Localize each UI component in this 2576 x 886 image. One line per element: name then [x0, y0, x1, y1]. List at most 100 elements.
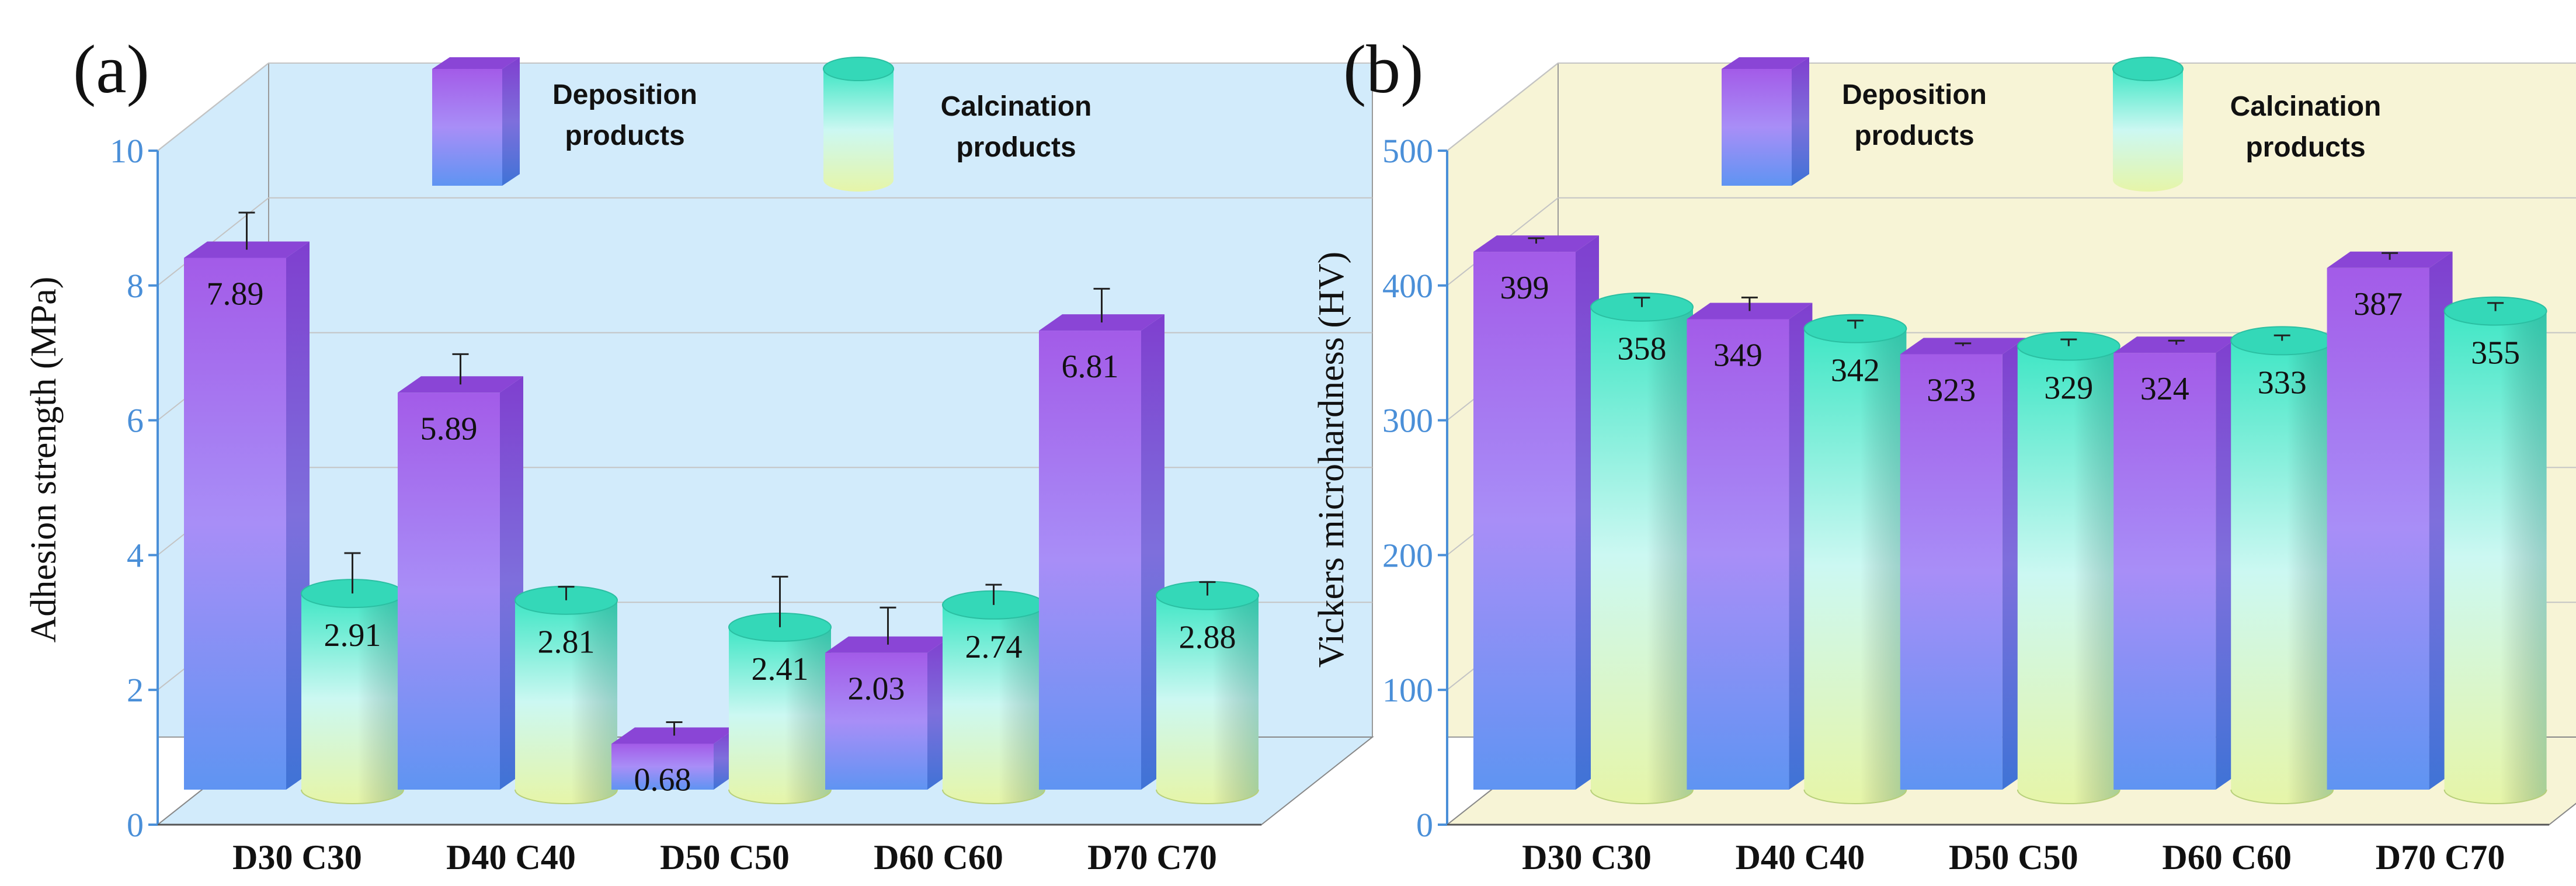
legend-deposition-swatch-top — [432, 57, 520, 69]
calcination-value-label: 333 — [2258, 364, 2307, 401]
calcination-cylinder-shade — [2017, 346, 2120, 804]
calcination-cylinder-shade — [301, 593, 404, 804]
legend-deposition-label: products — [565, 120, 684, 151]
panel-b-y-tick-label: 400 — [1382, 267, 1433, 305]
panel-b: 0 100 200 300 400 500 399 358 349 342 323 329 324 33… — [1312, 31, 2576, 877]
deposition-value-label: 5.89 — [420, 411, 478, 447]
panel-a-y-tick-label: 10 — [110, 132, 144, 170]
calcination-cylinder-shade — [729, 627, 831, 804]
deposition-value-label: 387 — [2353, 286, 2403, 322]
calcination-value-label: 329 — [2044, 370, 2093, 406]
calcination-value-label: 2.91 — [324, 617, 381, 654]
deposition-value-label: 324 — [2140, 371, 2189, 407]
deposition-bar-front — [1473, 252, 1576, 790]
deposition-value-label: 323 — [1927, 373, 1976, 409]
calcination-cylinder-base — [1803, 789, 1907, 804]
panel-a-legend: Deposition products Calcination products — [432, 57, 1091, 192]
deposition-bar-front — [825, 652, 927, 790]
calcination-cylinder-base — [942, 789, 1045, 804]
calcination-cylinder-shade — [1156, 595, 1259, 804]
calcination-cylinder-base — [1590, 789, 1694, 804]
calcination-value-label: 2.88 — [1179, 620, 1236, 656]
legend-deposition-swatch-side — [1792, 57, 1809, 186]
panel-b-y-tick-label: 200 — [1382, 536, 1433, 574]
panel-a-y-axis: 0 2 4 6 8 10 — [110, 132, 1261, 844]
x-category-label: D50 C50 — [1949, 838, 2078, 877]
calcination-cylinder-shade — [515, 600, 617, 804]
panel-a-gridline — [157, 62, 1372, 151]
legend-calcination-swatch-top — [2112, 57, 2184, 81]
calcination-value-label: 358 — [1618, 331, 1667, 367]
legend-deposition-swatch — [1722, 69, 1792, 186]
legend-deposition-swatch-side — [502, 57, 520, 186]
panel-a-y-tick-label: 4 — [127, 536, 144, 574]
deposition-bar-front — [2113, 353, 2216, 790]
calcination-cylinder-base — [1156, 789, 1259, 804]
panel-a-y-tick-label: 6 — [127, 402, 144, 440]
calcination-cylinder-shade — [1591, 307, 1693, 804]
calcination-cylinder-base — [728, 789, 832, 804]
x-category-label: D70 C70 — [1087, 838, 1217, 877]
panel-a-y-tick-label: 2 — [127, 671, 144, 709]
deposition-bar-front — [1900, 354, 2003, 790]
legend-calcination-label: Calcination — [941, 91, 1092, 122]
legend-calcination-swatch-top — [823, 57, 894, 81]
panel-b-gridline — [1447, 62, 2576, 151]
panel-b-y-tick-label: 0 — [1416, 806, 1433, 844]
legend-calcination-swatch — [2113, 69, 2183, 192]
calcination-cylinder-base — [301, 789, 404, 804]
legend-calcination-label: products — [2245, 132, 2365, 163]
deposition-bar-front — [1687, 319, 1789, 790]
calcination-cylinder-shade — [2444, 311, 2547, 804]
x-category-label: D50 C50 — [660, 838, 790, 877]
panel-b-label: (b) — [1343, 31, 1424, 107]
panel-a-bars: 7.89 2.91 5.89 2.81 0.68 2.41 2.03 2.74 6.81 2.88 — [184, 211, 1259, 804]
legend-calcination-swatch — [823, 69, 894, 192]
calcination-value-label: 355 — [2471, 335, 2520, 371]
panel-a-y-tick-label: 8 — [127, 267, 144, 305]
calcination-value-label: 2.41 — [752, 651, 809, 687]
panel-b-y-axis: 0 100 200 300 400 500 — [1382, 132, 2549, 844]
legend-deposition-label: products — [1854, 120, 1974, 151]
legend-deposition-label: Deposition — [552, 79, 697, 110]
panel-b-x-labels: D30 C30 D40 C40 D50 C50 D60 C60 D70 C70 — [1522, 838, 2505, 877]
deposition-value-label: 2.03 — [848, 671, 905, 707]
panel-b-y-tick-label: 500 — [1382, 132, 1433, 170]
legend-deposition-label: Deposition — [1842, 79, 1987, 110]
x-category-label: D40 C40 — [446, 838, 576, 877]
panel-b-legend: Deposition products Calcination products — [1722, 57, 2381, 192]
calcination-cylinder-shade — [2231, 340, 2334, 804]
calcination-cylinder-shade — [1804, 328, 1907, 804]
panel-b-y-tick-label: 100 — [1382, 671, 1433, 709]
x-category-label: D70 C70 — [2376, 838, 2505, 877]
x-category-label: D60 C60 — [874, 838, 1003, 877]
panel-a-y-axis-title: Adhesion strength (MPa) — [24, 277, 64, 643]
legend-deposition-swatch — [432, 69, 502, 186]
deposition-value-label: 0.68 — [634, 762, 691, 798]
deposition-bar-front — [1039, 331, 1141, 790]
calcination-value-label: 342 — [1831, 353, 1880, 389]
calcination-cylinder-base — [2230, 789, 2334, 804]
deposition-value-label: 399 — [1500, 270, 1549, 306]
panel-a-label: (a) — [73, 31, 150, 107]
x-category-label: D30 C30 — [232, 838, 362, 877]
deposition-value-label: 349 — [1713, 338, 1762, 374]
deposition-value-label: 6.81 — [1062, 349, 1119, 385]
panel-a: 0 2 4 6 8 10 7.89 2.91 5.89 2.81 0.68 2.41 2.03 2.74… — [24, 31, 1374, 877]
deposition-value-label: 7.89 — [207, 276, 264, 312]
legend-calcination-label: products — [956, 132, 1076, 163]
deposition-bar-front — [611, 743, 714, 790]
x-category-label: D30 C30 — [1522, 838, 1652, 877]
legend-deposition-swatch-top — [1722, 57, 1809, 69]
calcination-value-label: 2.74 — [965, 629, 1023, 665]
calcination-cylinder-base — [2443, 789, 2547, 804]
calcination-cylinder-base — [514, 789, 618, 804]
panel-b-y-axis-title: Vickers microhardness (HV) — [1312, 252, 1351, 668]
panel-b-y-tick-label: 300 — [1382, 402, 1433, 440]
panel-a-x-labels: D30 C30 D40 C40 D50 C50 D60 C60 D70 C70 — [232, 838, 1217, 877]
calcination-value-label: 2.81 — [538, 624, 595, 661]
calcination-cylinder-shade — [943, 604, 1045, 804]
deposition-bar-front — [2327, 267, 2429, 790]
calcination-cylinder-base — [2017, 789, 2120, 804]
